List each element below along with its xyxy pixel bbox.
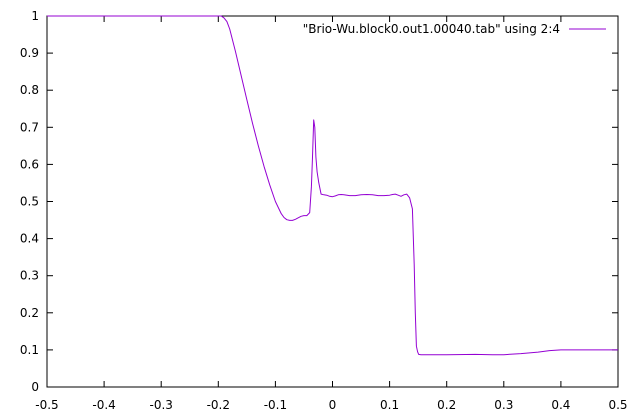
x-tick-label: -0.1	[264, 398, 287, 412]
y-tick-label: 0.9	[20, 46, 39, 60]
series-line	[47, 15, 618, 356]
y-tick-label: 0.1	[20, 343, 39, 357]
y-axis: 0 0.1 0.2 0.3 0.4 0.5 0.6 0.7 0.8 0.9 1	[20, 9, 618, 394]
x-tick-label: 0.4	[551, 398, 570, 412]
x-tick-label: 0.5	[608, 398, 627, 412]
x-tick-label: 0.2	[437, 398, 456, 412]
x-tick-label: 0.3	[494, 398, 513, 412]
y-tick-label: 1	[31, 9, 39, 23]
series-layer	[47, 15, 618, 356]
x-tick-label: -0.2	[207, 398, 230, 412]
y-tick-label: 0.3	[20, 269, 39, 283]
y-tick-label: 0.4	[20, 232, 39, 246]
x-tick-label: -0.4	[92, 398, 115, 412]
x-tick-label: 0.1	[380, 398, 399, 412]
legend: "Brio-Wu.block0.out1.00040.tab" using 2:…	[303, 22, 606, 36]
y-tick-label: 0.5	[20, 195, 39, 209]
x-tick-label: -0.3	[149, 398, 172, 412]
x-tick-label: -0.5	[35, 398, 58, 412]
x-tick-label: 0	[329, 398, 337, 412]
legend-label: "Brio-Wu.block0.out1.00040.tab" using 2:…	[303, 22, 560, 36]
plot-frame	[46, 15, 619, 388]
y-tick-label: 0.8	[20, 83, 39, 97]
x-axis: -0.5 -0.4 -0.3 -0.2 -0.1 0 0.1 0.2 0.3 0.4 0.5	[35, 16, 628, 412]
y-tick-label: 0.6	[20, 157, 39, 171]
y-tick-label: 0	[31, 380, 39, 394]
y-tick-label: 0.7	[20, 120, 39, 134]
y-tick-label: 0.2	[20, 306, 39, 320]
